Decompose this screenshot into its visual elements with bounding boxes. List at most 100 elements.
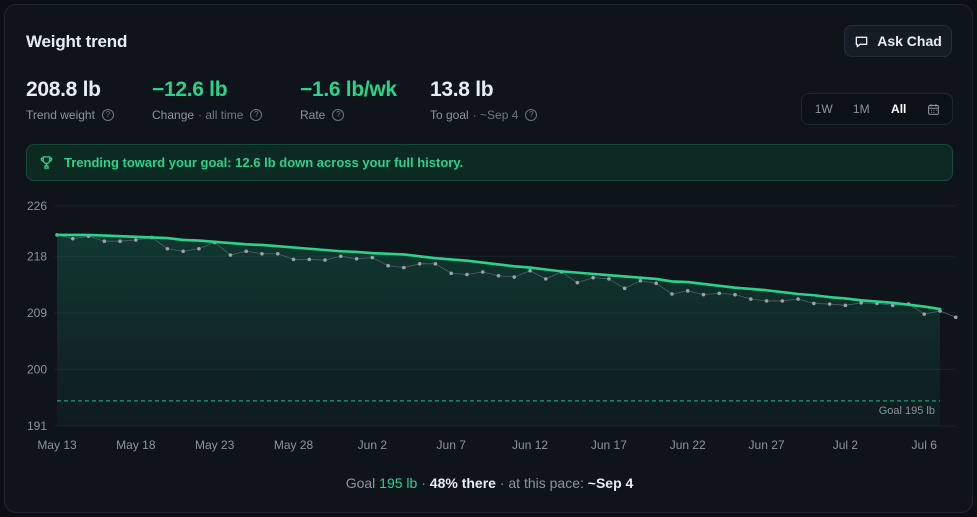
raw-weight-point[interactable] — [339, 254, 343, 259]
raw-weight-point[interactable] — [796, 297, 800, 301]
change-value: −12.6 lb — [152, 78, 228, 101]
raw-weight-point[interactable] — [465, 272, 469, 277]
raw-weight-point[interactable] — [859, 301, 863, 305]
raw-weight-point[interactable] — [354, 257, 359, 261]
x-tick-label: Jun 7 — [437, 438, 467, 452]
ask-chad-button[interactable]: Ask Chad — [844, 25, 952, 57]
y-tick-label: 200 — [27, 362, 47, 376]
raw-weight-point[interactable] — [670, 292, 674, 296]
range-1w[interactable]: 1W — [814, 102, 833, 116]
raw-weight-point[interactable] — [622, 286, 627, 291]
raw-weight-point[interactable] — [528, 268, 532, 273]
trend-area — [57, 234, 940, 426]
raw-weight-point[interactable] — [102, 239, 107, 243]
raw-weight-point[interactable] — [70, 236, 75, 241]
banner-text: Trending toward your goal: 12.6 lb down … — [64, 155, 464, 170]
change-label: Change — [152, 108, 195, 122]
raw-weight-point[interactable] — [575, 280, 580, 285]
x-tick-label: May 23 — [195, 438, 235, 452]
footer-eta: ~Sep 4 — [587, 475, 634, 491]
raw-weight-point[interactable] — [512, 275, 517, 279]
raw-weight-point[interactable] — [228, 253, 233, 257]
raw-weight-point[interactable] — [118, 239, 122, 243]
raw-weight-point[interactable] — [748, 297, 753, 301]
raw-weight-point[interactable] — [181, 249, 185, 254]
ask-chad-label: Ask Chad — [877, 33, 942, 49]
raw-weight-point[interactable] — [701, 292, 706, 297]
raw-weight-point[interactable] — [544, 277, 548, 281]
raw-weight-point[interactable] — [953, 315, 958, 320]
x-tick-label: Jul 6 — [912, 438, 938, 452]
raw-weight-point[interactable] — [733, 292, 737, 297]
raw-weight-point[interactable] — [827, 302, 832, 306]
trend-weight-line — [55, 233, 942, 311]
raw-weight-point[interactable] — [496, 273, 501, 278]
raw-weight-point[interactable] — [812, 301, 816, 306]
help-icon[interactable]: ? — [250, 109, 263, 121]
raw-weight-point[interactable] — [386, 263, 390, 268]
raw-weight-point[interactable] — [433, 262, 438, 266]
raw-weight-point[interactable] — [717, 291, 722, 296]
to-goal-sublabel: · ~Sep 4 — [472, 108, 519, 122]
footer-progress: 48% there — [429, 475, 496, 491]
raw-weight-line — [56, 234, 956, 318]
to-goal-value: 13.8 lb — [430, 78, 494, 101]
calendar-icon — [927, 103, 939, 115]
stat-rate: −1.6 lb/wk Rate? — [300, 78, 397, 122]
y-tick-label: 218 — [27, 249, 47, 263]
raw-weight-point[interactable] — [260, 251, 264, 256]
x-tick-label: May 28 — [274, 438, 314, 452]
x-tick-label: Jun 2 — [358, 438, 388, 452]
x-tick-label: May 18 — [116, 438, 156, 452]
x-tick-label: May 13 — [37, 438, 77, 452]
help-icon[interactable]: ? — [332, 109, 345, 121]
raw-weight-point[interactable] — [275, 251, 280, 256]
goal-banner: Trending toward your goal: 12.6 lb down … — [26, 144, 953, 181]
raw-weight-point[interactable] — [591, 275, 595, 280]
raw-weight-point[interactable] — [780, 299, 785, 303]
raw-weight-point[interactable] — [402, 265, 406, 270]
raw-weight-point[interactable] — [291, 257, 296, 262]
raw-weight-point[interactable] — [480, 270, 485, 274]
raw-weight-point[interactable] — [244, 249, 249, 254]
footer-goal-prefix: Goal — [345, 475, 376, 491]
range-all[interactable]: All — [891, 102, 907, 116]
range-selector: 1W 1M All — [801, 93, 953, 125]
raw-weight-point[interactable] — [843, 303, 848, 308]
help-icon[interactable]: ? — [525, 109, 538, 121]
y-tick-label: 191 — [27, 419, 47, 433]
trend-weight-label: Trend weight — [26, 108, 95, 122]
stat-to-goal: 13.8 lb To goal · ~Sep 4? — [430, 78, 538, 122]
calendar-button[interactable] — [918, 97, 948, 121]
raw-weight-point[interactable] — [685, 289, 690, 293]
raw-weight-point[interactable] — [449, 271, 453, 276]
card-title: Weight trend — [26, 32, 128, 51]
raw-weight-point[interactable] — [764, 299, 769, 303]
raw-weight-point[interactable] — [323, 258, 327, 262]
raw-weight-point[interactable] — [417, 262, 422, 266]
raw-weight-point[interactable] — [654, 281, 658, 286]
goal-footer: Goal 195 lb · 48% there · at this pace: … — [5, 475, 974, 491]
footer-sep: · — [421, 475, 426, 491]
raw-weight-point[interactable] — [890, 303, 895, 308]
raw-weight-point[interactable] — [307, 257, 312, 262]
footer-pace-label: · at this pace: — [499, 475, 584, 491]
x-tick-label: Jun 27 — [749, 438, 785, 452]
footer-goal-value: 195 lb — [379, 475, 418, 491]
x-tick-label: Jun 22 — [670, 438, 706, 452]
raw-weight-point[interactable] — [134, 238, 138, 242]
trend-weight-value: 208.8 lb — [26, 78, 101, 101]
raw-weight-point[interactable] — [197, 246, 201, 251]
raw-weight-point[interactable] — [638, 279, 643, 283]
stat-trend-weight: 208.8 lb Trend weight? — [26, 78, 114, 122]
help-icon[interactable]: ? — [101, 109, 114, 121]
change-sublabel: · all time — [198, 108, 244, 122]
y-tick-label: 226 — [27, 199, 47, 213]
raw-weight-point[interactable] — [165, 246, 170, 251]
rate-value: −1.6 lb/wk — [300, 78, 397, 101]
raw-weight-point[interactable] — [607, 277, 611, 281]
raw-weight-point[interactable] — [370, 255, 375, 260]
raw-weight-point[interactable] — [922, 312, 927, 316]
range-1m[interactable]: 1M — [852, 102, 870, 116]
